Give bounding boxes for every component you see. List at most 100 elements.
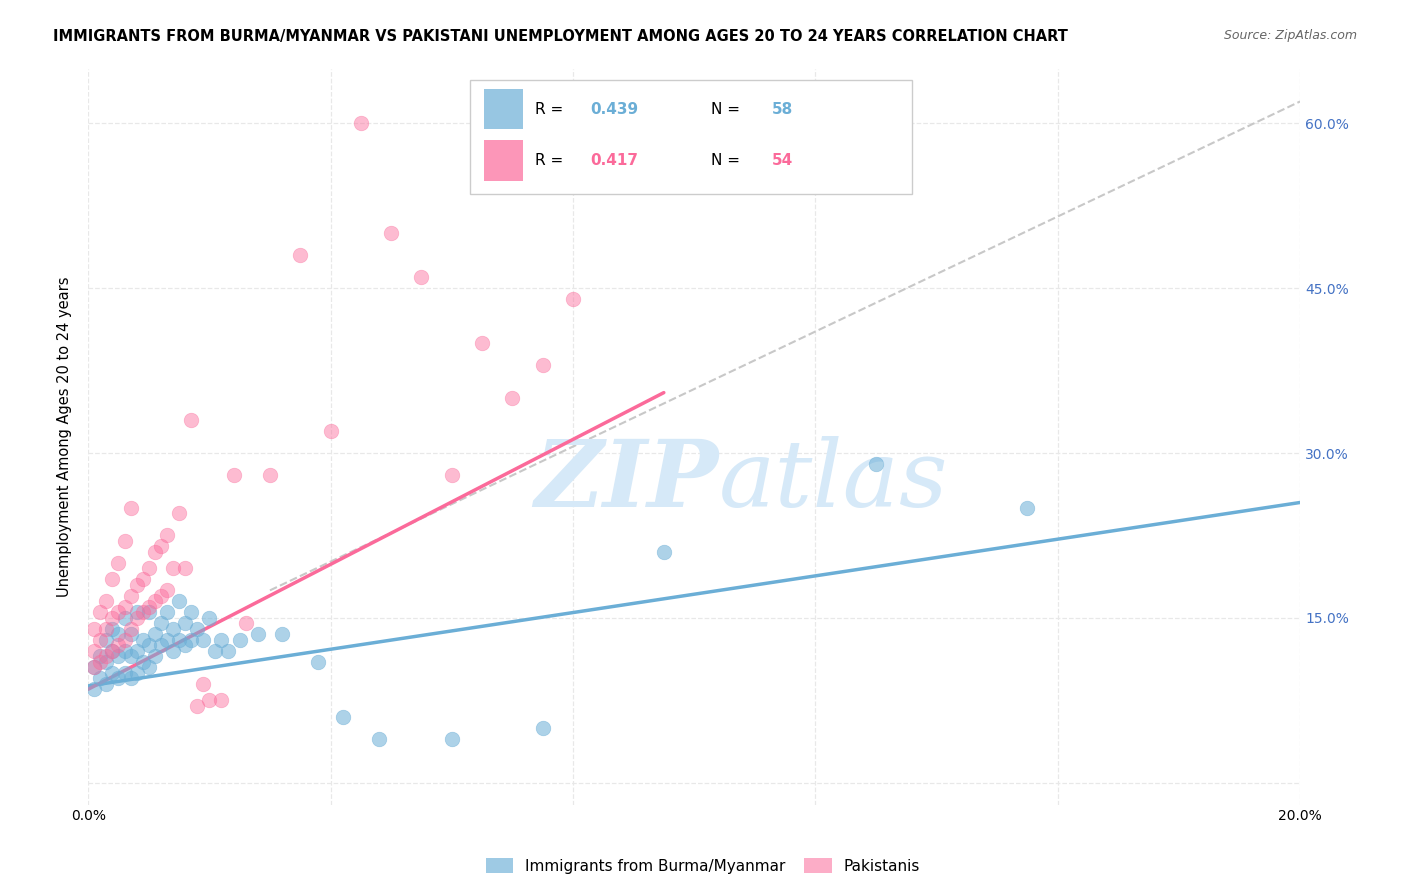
Point <box>380 227 402 241</box>
Point <box>131 605 153 619</box>
Text: 54: 54 <box>772 153 793 168</box>
Point <box>186 698 208 713</box>
Point <box>319 424 342 438</box>
Point <box>89 671 111 685</box>
Text: atlas: atlas <box>718 435 948 525</box>
Point <box>114 611 136 625</box>
Point <box>138 660 160 674</box>
Text: N =: N = <box>711 153 745 168</box>
Point <box>350 116 373 130</box>
FancyBboxPatch shape <box>470 79 912 194</box>
Point <box>120 589 142 603</box>
Point <box>440 468 463 483</box>
Point <box>149 589 172 603</box>
Point <box>101 665 124 680</box>
Point <box>162 644 184 658</box>
Point <box>259 468 281 483</box>
Text: IMMIGRANTS FROM BURMA/MYANMAR VS PAKISTANI UNEMPLOYMENT AMONG AGES 20 TO 24 YEAR: IMMIGRANTS FROM BURMA/MYANMAR VS PAKISTA… <box>53 29 1069 44</box>
Point <box>96 649 118 664</box>
Point <box>149 638 172 652</box>
Point <box>125 605 148 619</box>
Text: R =: R = <box>536 102 568 117</box>
Point <box>174 616 197 631</box>
Point <box>186 622 208 636</box>
Point <box>138 599 160 614</box>
Point <box>368 731 391 746</box>
Text: N =: N = <box>711 102 745 117</box>
Point <box>89 655 111 669</box>
Point <box>125 578 148 592</box>
Point <box>83 644 105 658</box>
Point <box>107 671 129 685</box>
Point <box>162 622 184 636</box>
Point <box>290 248 312 262</box>
Point <box>131 655 153 669</box>
Point <box>125 611 148 625</box>
Point <box>89 632 111 647</box>
Point <box>131 632 153 647</box>
Point <box>501 391 523 405</box>
Point <box>114 665 136 680</box>
Point <box>107 556 129 570</box>
Point <box>107 627 129 641</box>
Point <box>120 649 142 664</box>
Point <box>652 545 675 559</box>
Point <box>156 632 179 647</box>
Point <box>120 627 142 641</box>
Point <box>101 622 124 636</box>
Point <box>180 605 202 619</box>
Point <box>471 336 494 351</box>
Point <box>332 710 354 724</box>
Point <box>531 358 554 372</box>
Point <box>143 627 166 641</box>
Point <box>96 632 118 647</box>
Point <box>107 605 129 619</box>
Point <box>198 693 221 707</box>
Point <box>143 649 166 664</box>
Legend: Immigrants from Burma/Myanmar, Pakistanis: Immigrants from Burma/Myanmar, Pakistani… <box>479 852 927 880</box>
Point <box>1017 500 1039 515</box>
Point <box>180 413 202 427</box>
Point <box>120 500 142 515</box>
Point <box>246 627 269 641</box>
Point <box>174 561 197 575</box>
Point <box>120 622 142 636</box>
Point <box>101 644 124 658</box>
Point <box>138 638 160 652</box>
Point <box>83 660 105 674</box>
Point <box>156 605 179 619</box>
Point <box>107 649 129 664</box>
Point <box>167 594 190 608</box>
Point <box>89 605 111 619</box>
Point <box>204 644 226 658</box>
Point <box>83 622 105 636</box>
Point <box>114 533 136 548</box>
Point <box>101 611 124 625</box>
Point <box>89 649 111 664</box>
Text: R =: R = <box>536 153 568 168</box>
Point <box>114 632 136 647</box>
Point <box>143 594 166 608</box>
Point <box>143 545 166 559</box>
Point <box>114 599 136 614</box>
Point <box>180 632 202 647</box>
Point <box>96 677 118 691</box>
Point <box>174 638 197 652</box>
Point <box>167 632 190 647</box>
Point <box>96 594 118 608</box>
Point <box>101 644 124 658</box>
FancyBboxPatch shape <box>485 89 523 129</box>
Point <box>120 671 142 685</box>
Text: 0.439: 0.439 <box>591 102 638 117</box>
Point <box>101 573 124 587</box>
Point <box>561 292 583 306</box>
FancyBboxPatch shape <box>485 140 523 181</box>
Point <box>83 660 105 674</box>
Point <box>125 644 148 658</box>
Point <box>222 468 245 483</box>
Point <box>167 507 190 521</box>
Point <box>235 616 257 631</box>
Text: ZIP: ZIP <box>534 435 718 525</box>
Text: 0.417: 0.417 <box>591 153 638 168</box>
Point <box>156 528 179 542</box>
